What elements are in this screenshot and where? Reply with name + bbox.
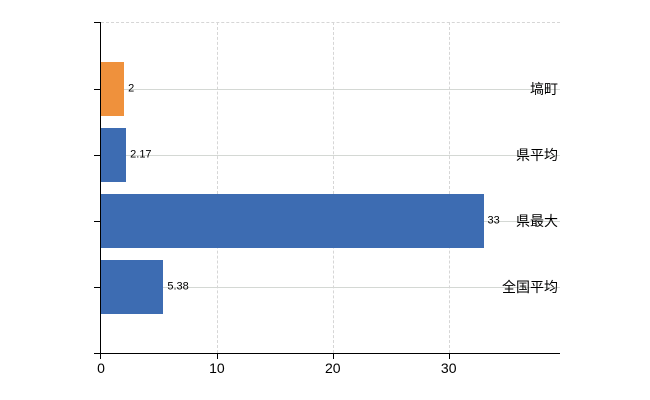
x-tick-label: 20 — [325, 360, 341, 376]
x-axis-tick — [216, 353, 218, 359]
bar — [101, 194, 484, 248]
x-tick-label: 10 — [209, 360, 225, 376]
x-axis-tick — [100, 353, 101, 359]
y-axis-tick — [94, 221, 100, 222]
gridline-horizontal — [101, 155, 560, 156]
y-axis-tick — [94, 155, 100, 156]
category-label: 塙町 — [530, 81, 558, 97]
bar-value-label: 2.17 — [130, 148, 152, 161]
x-axis-tick — [448, 353, 450, 359]
x-axis-tick — [332, 353, 334, 359]
gridline-horizontal — [101, 287, 560, 288]
bar-value-label: 33 — [487, 214, 500, 227]
y-axis-line — [100, 22, 101, 359]
y-axis-top-tick — [94, 22, 100, 23]
category-label: 全国平均 — [502, 279, 558, 295]
x-tick-label: 0 — [97, 360, 105, 376]
bar — [101, 128, 127, 182]
x-tick-label: 30 — [440, 360, 457, 376]
category-label: 県平均 — [516, 147, 558, 163]
x-axis-line — [94, 353, 560, 354]
bar-value-label: 5.38 — [167, 280, 189, 293]
bar — [101, 62, 125, 116]
bar-value-label: 2 — [128, 82, 135, 95]
plot-top-border — [101, 22, 560, 23]
y-axis-tick — [94, 287, 100, 288]
gridline-horizontal — [101, 89, 560, 90]
y-axis-tick — [94, 89, 100, 90]
bar — [101, 260, 164, 314]
gridline-vertical — [332, 22, 334, 353]
category-label: 県最大 — [516, 213, 558, 229]
gridline-vertical — [448, 22, 450, 353]
gridline-vertical — [216, 22, 218, 353]
